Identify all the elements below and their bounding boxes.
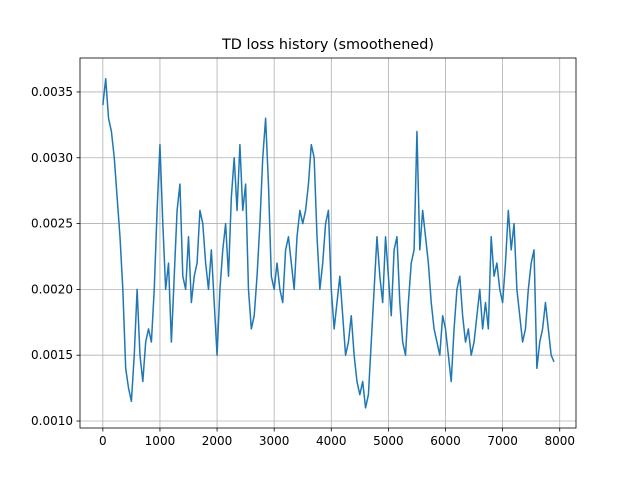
x-tick-label: 0 [99, 434, 107, 448]
x-tick-label: 5000 [373, 434, 404, 448]
x-tick-label: 4000 [316, 434, 347, 448]
y-tick-label: 0.0030 [31, 151, 73, 165]
y-tick-label: 0.0025 [31, 217, 73, 231]
x-tick-label: 1000 [145, 434, 176, 448]
x-tick-label: 2000 [202, 434, 233, 448]
y-tick-label: 0.0035 [31, 85, 73, 99]
axes-frame [79, 57, 577, 429]
data-line [102, 78, 555, 409]
x-tick-label: 7000 [487, 434, 518, 448]
chart-title: TD loss history (smoothened) [221, 37, 434, 53]
y-tick-label: 0.0010 [31, 414, 73, 428]
x-tick-label: 6000 [430, 434, 461, 448]
y-tick-label: 0.0020 [31, 282, 73, 296]
y-tick-label: 0.0015 [31, 348, 73, 362]
x-tick-label: 8000 [544, 434, 575, 448]
x-tick-label: 3000 [259, 434, 290, 448]
